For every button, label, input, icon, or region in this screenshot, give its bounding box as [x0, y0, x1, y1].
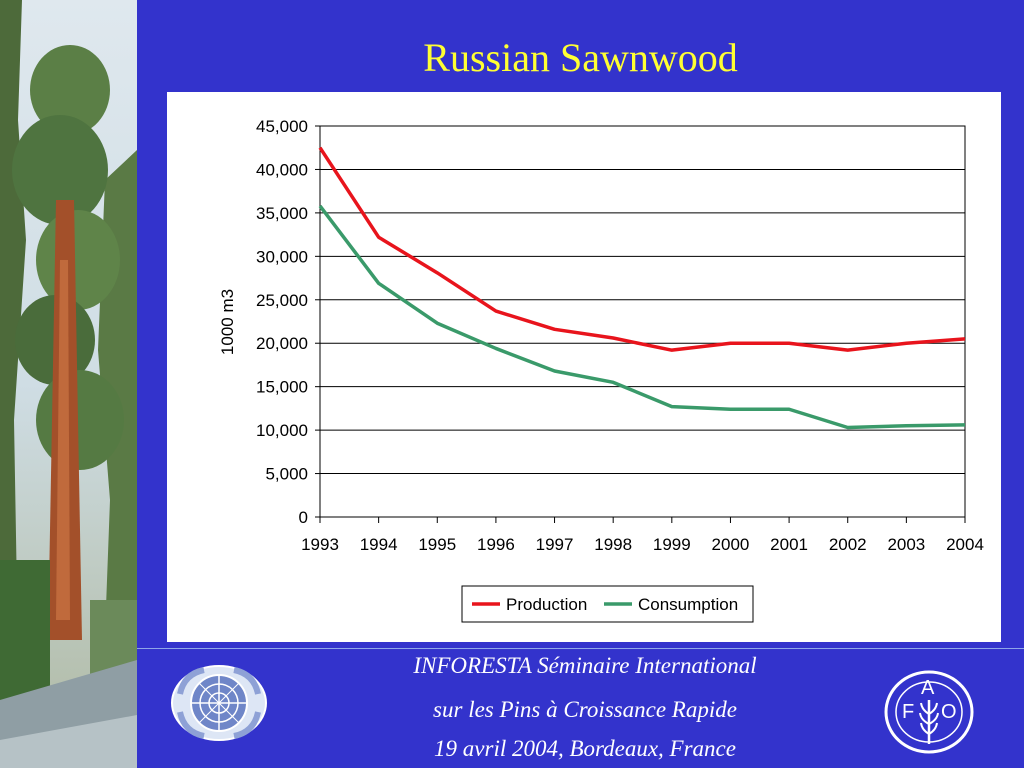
fao-logo-icon: F A O [884, 670, 974, 759]
legend-label-production: Production [506, 595, 587, 614]
x-tick-label: 1993 [301, 535, 339, 554]
y-tick-label: 40,000 [256, 160, 308, 179]
legend: Production Consumption [461, 585, 754, 623]
x-axis: 1993 1994 1995 1996 1997 1998 1999 2000 2001 2002… [301, 517, 984, 554]
x-tick-label: 2000 [712, 535, 750, 554]
y-tick-label: 15,000 [256, 378, 308, 397]
series-line-production [318, 146, 966, 352]
x-tick-label: 1999 [653, 535, 691, 554]
fao-letter-o: O [941, 701, 957, 723]
y-tick-label: 20,000 [256, 334, 308, 353]
x-tick-label: 2003 [887, 535, 925, 554]
y-tick-label: 0 [299, 508, 308, 527]
x-tick-label: 1998 [594, 535, 632, 554]
y-tick-label: 45,000 [256, 117, 308, 136]
x-tick-label: 1996 [477, 535, 515, 554]
x-tick-label: 2001 [770, 535, 808, 554]
series-line-consumption [318, 204, 966, 430]
fao-letter-a: A [921, 677, 935, 699]
y-tick-label: 5,000 [265, 465, 308, 484]
footer-line-1: INFORESTA Séminaire International [413, 653, 757, 678]
forest-photo [0, 0, 137, 768]
y-tick-label: 30,000 [256, 247, 308, 266]
slide-title: Russian Sawnwood [423, 35, 738, 80]
un-emblem-icon [170, 664, 268, 747]
x-tick-label: 2004 [946, 535, 984, 554]
chart-panel: 0 5,000 10,000 15,000 20,000 25,000 30,000 35,0… [167, 92, 1001, 642]
y-tick-label: 10,000 [256, 421, 308, 440]
x-tick-label: 1995 [418, 535, 456, 554]
series-lines [318, 146, 966, 430]
legend-label-consumption: Consumption [638, 595, 738, 614]
line-chart: 0 5,000 10,000 15,000 20,000 25,000 30,000 35,0… [218, 117, 984, 623]
y-tick-label: 35,000 [256, 204, 308, 223]
footer-line-3: 19 avril 2004, Bordeaux, France [434, 736, 736, 761]
y-axis-label: 1000 m3 [218, 289, 237, 355]
y-axis: 0 5,000 10,000 15,000 20,000 25,000 30,000 35,0… [256, 117, 320, 527]
y-tick-label: 25,000 [256, 291, 308, 310]
fao-letter-f: F [902, 701, 914, 723]
x-tick-label: 2002 [829, 535, 867, 554]
footer-divider [137, 648, 1024, 649]
x-tick-label: 1997 [536, 535, 574, 554]
x-tick-label: 1994 [360, 535, 398, 554]
plot-area [319, 125, 966, 518]
footer-line-2: sur les Pins à Croissance Rapide [433, 697, 737, 722]
